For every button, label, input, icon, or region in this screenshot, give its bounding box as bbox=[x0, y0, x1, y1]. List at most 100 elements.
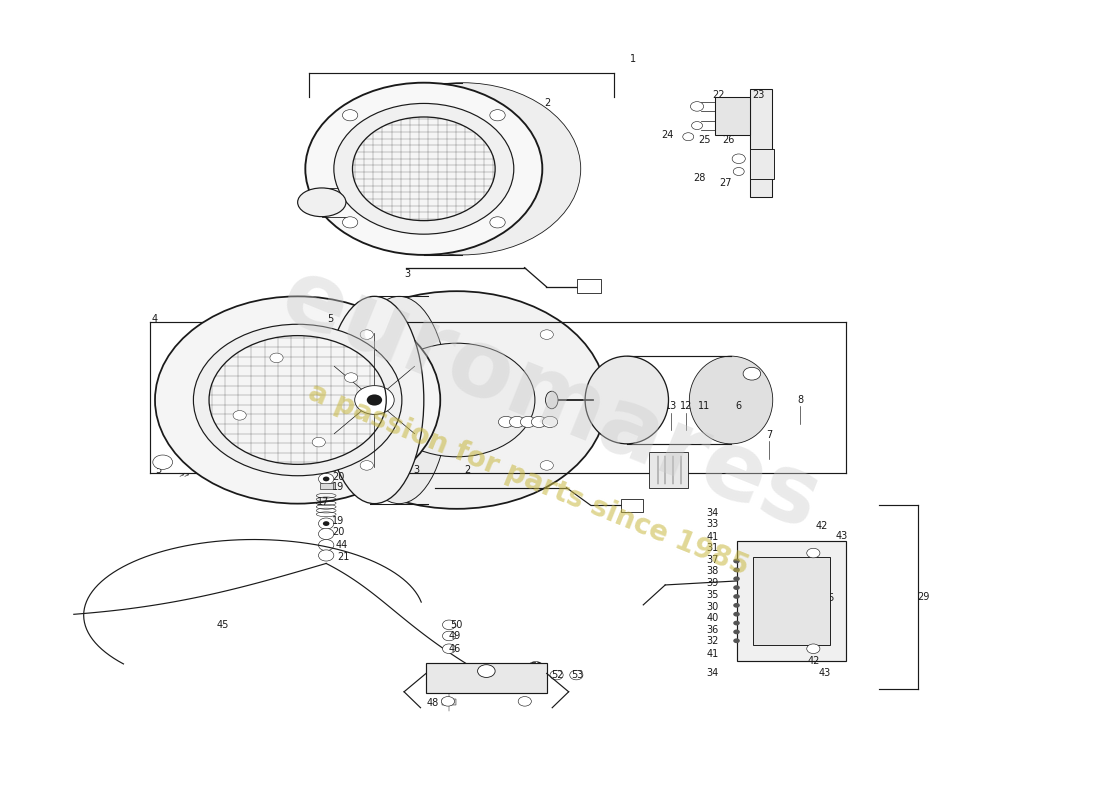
Circle shape bbox=[733, 154, 746, 163]
Circle shape bbox=[734, 594, 740, 599]
Text: 33: 33 bbox=[706, 519, 718, 530]
Circle shape bbox=[333, 103, 514, 234]
Text: 3: 3 bbox=[414, 465, 419, 475]
Text: 42: 42 bbox=[807, 657, 820, 666]
Circle shape bbox=[734, 612, 740, 617]
Text: 35: 35 bbox=[823, 593, 835, 602]
Circle shape bbox=[194, 324, 402, 476]
Circle shape bbox=[378, 343, 535, 457]
Bar bbox=[318, 463, 334, 471]
Circle shape bbox=[490, 110, 505, 121]
Text: 7: 7 bbox=[767, 430, 772, 440]
Text: 34: 34 bbox=[706, 508, 718, 518]
Circle shape bbox=[366, 394, 382, 406]
Ellipse shape bbox=[326, 296, 424, 504]
Bar bbox=[426, 663, 547, 694]
Ellipse shape bbox=[350, 296, 449, 504]
Text: 12: 12 bbox=[680, 402, 692, 411]
Circle shape bbox=[570, 670, 583, 680]
Circle shape bbox=[518, 697, 531, 706]
Ellipse shape bbox=[298, 188, 345, 217]
Text: 5: 5 bbox=[155, 465, 162, 475]
Text: 42: 42 bbox=[816, 521, 828, 531]
Circle shape bbox=[360, 330, 373, 339]
Text: 48: 48 bbox=[427, 698, 439, 708]
Bar bbox=[442, 699, 455, 706]
Text: 35: 35 bbox=[706, 590, 718, 599]
Ellipse shape bbox=[546, 391, 558, 409]
Bar bbox=[649, 452, 689, 488]
Circle shape bbox=[734, 638, 740, 643]
Circle shape bbox=[734, 603, 740, 608]
Circle shape bbox=[528, 662, 543, 673]
Text: 3: 3 bbox=[405, 269, 410, 279]
Circle shape bbox=[734, 586, 740, 590]
Text: 45: 45 bbox=[217, 620, 229, 630]
Circle shape bbox=[323, 521, 330, 526]
Ellipse shape bbox=[585, 356, 669, 444]
Circle shape bbox=[540, 330, 553, 339]
Circle shape bbox=[344, 373, 358, 382]
Text: 38: 38 bbox=[706, 566, 718, 577]
Circle shape bbox=[343, 82, 581, 255]
Bar bbox=[320, 483, 332, 490]
Circle shape bbox=[307, 291, 606, 509]
Text: 22: 22 bbox=[713, 90, 725, 101]
Bar bbox=[578, 279, 602, 293]
Circle shape bbox=[209, 336, 386, 464]
Circle shape bbox=[490, 217, 505, 228]
Text: 46: 46 bbox=[449, 644, 461, 654]
Text: 34: 34 bbox=[706, 668, 718, 678]
Circle shape bbox=[540, 461, 553, 470]
Circle shape bbox=[319, 539, 333, 550]
Text: 52: 52 bbox=[551, 670, 564, 680]
Circle shape bbox=[319, 550, 333, 561]
Ellipse shape bbox=[326, 188, 373, 217]
Circle shape bbox=[691, 102, 704, 111]
Text: a passion for parts since 1985: a passion for parts since 1985 bbox=[304, 378, 752, 582]
Text: 41: 41 bbox=[807, 644, 820, 654]
Circle shape bbox=[734, 167, 745, 175]
Text: 30: 30 bbox=[796, 602, 808, 612]
Text: 17: 17 bbox=[317, 497, 329, 507]
Circle shape bbox=[734, 558, 740, 563]
Text: 44: 44 bbox=[336, 540, 348, 550]
Text: 20: 20 bbox=[332, 526, 344, 537]
Text: 37: 37 bbox=[706, 555, 718, 566]
Ellipse shape bbox=[690, 356, 772, 444]
Bar bbox=[754, 557, 829, 645]
Text: 2: 2 bbox=[464, 465, 471, 475]
Text: 16: 16 bbox=[618, 402, 630, 411]
Circle shape bbox=[319, 474, 333, 485]
Text: 9: 9 bbox=[271, 465, 276, 475]
Text: 23: 23 bbox=[752, 90, 764, 101]
Bar bbox=[737, 541, 846, 661]
Text: 21: 21 bbox=[338, 552, 350, 562]
Text: 8: 8 bbox=[798, 395, 803, 405]
Text: 32: 32 bbox=[706, 636, 718, 646]
Text: 29: 29 bbox=[917, 592, 930, 602]
Circle shape bbox=[342, 217, 358, 228]
Circle shape bbox=[550, 670, 563, 680]
Circle shape bbox=[442, 620, 455, 630]
Circle shape bbox=[153, 455, 173, 470]
Text: 14: 14 bbox=[649, 402, 661, 411]
Circle shape bbox=[155, 296, 440, 504]
Circle shape bbox=[354, 386, 394, 414]
Circle shape bbox=[734, 621, 740, 626]
Text: 15: 15 bbox=[634, 402, 646, 411]
Circle shape bbox=[352, 117, 495, 221]
Text: 43: 43 bbox=[818, 668, 830, 678]
Circle shape bbox=[442, 644, 455, 654]
Circle shape bbox=[498, 416, 514, 427]
Circle shape bbox=[806, 644, 820, 654]
Text: 4: 4 bbox=[152, 314, 158, 324]
Text: 24: 24 bbox=[661, 130, 673, 140]
Circle shape bbox=[477, 665, 495, 678]
Circle shape bbox=[692, 122, 703, 130]
Text: 26: 26 bbox=[723, 135, 735, 145]
Text: 39: 39 bbox=[706, 578, 718, 588]
Text: >>: >> bbox=[178, 472, 190, 478]
Text: 19: 19 bbox=[332, 516, 344, 526]
Text: euromares: euromares bbox=[267, 250, 833, 550]
